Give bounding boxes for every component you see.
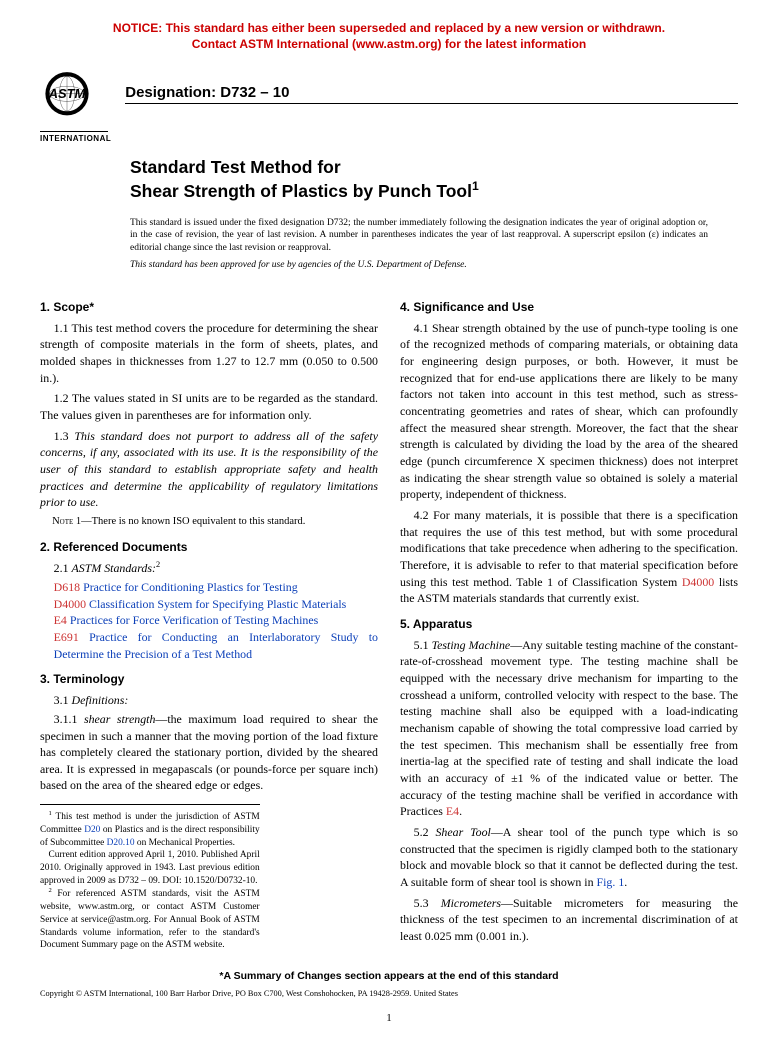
- app-1-link[interactable]: E4: [446, 804, 459, 818]
- sig-1: 4.1 Shear strength obtained by the use o…: [400, 320, 738, 503]
- app-2-body-b: .: [624, 875, 627, 889]
- supersession-notice: NOTICE: This standard has either been su…: [40, 20, 738, 52]
- note-1: Note 1—There is no known ISO equivalent …: [40, 515, 378, 530]
- document-page: NOTICE: This standard has either been su…: [0, 0, 778, 1054]
- header-row: ASTM INTERNATIONAL Designation: D732 – 1…: [40, 70, 738, 143]
- app-1: 5.1 Testing Machine—Any suitable testing…: [400, 637, 738, 820]
- app-1-term: Testing Machine: [432, 638, 511, 652]
- app-1-lead: 5.1: [414, 638, 432, 652]
- fn1-link-d20[interactable]: D20: [84, 825, 100, 835]
- ref-e691-code[interactable]: E691: [54, 630, 79, 644]
- ref-e691-text[interactable]: Practice for Conducting an Interlaborato…: [54, 630, 378, 661]
- scope-heading: 1. Scope*: [40, 299, 378, 316]
- ref-d618-text[interactable]: Practice for Conditioning Plastics for T…: [80, 580, 298, 594]
- footnote-1-cont: Current edition approved April 1, 2010. …: [40, 849, 260, 887]
- scope-2: 1.2 The values stated in SI units are to…: [40, 390, 378, 423]
- title-line-2: Shear Strength of Plastics by Punch Tool: [130, 181, 472, 201]
- app-2-lead: 5.2: [414, 825, 436, 839]
- term-sub-lead: 3.1: [54, 693, 72, 707]
- ref-e4-code[interactable]: E4: [54, 613, 67, 627]
- copyright-line: Copyright © ASTM International, 100 Barr…: [40, 989, 738, 998]
- app-2: 5.2 Shear Tool—A shear tool of the punch…: [400, 824, 738, 891]
- ref-d4000-code[interactable]: D4000: [54, 597, 86, 611]
- fn2-text: For referenced ASTM standards, visit the…: [40, 890, 260, 951]
- designation-underline: [125, 103, 738, 104]
- term-sub: Definitions:: [72, 693, 129, 707]
- app-3: 5.3 Micrometers—Suitable micrometers for…: [400, 895, 738, 945]
- ref-d4000: D4000 Classification System for Specifyi…: [40, 596, 378, 613]
- designation-label: Designation: D732 – 10: [125, 84, 738, 101]
- sig-2: 4.2 For many materials, it is possible t…: [400, 507, 738, 607]
- scope-3-body: This standard does not purport to addres…: [40, 429, 378, 510]
- scope-3-lead: 1.3: [54, 429, 75, 443]
- footnote-2: 2 For referenced ASTM standards, visit t…: [40, 887, 260, 952]
- title-block: Standard Test Method for Shear Strength …: [130, 157, 738, 203]
- sig-2-link[interactable]: D4000: [682, 575, 714, 589]
- astm-logo-icon: ASTM: [40, 70, 94, 124]
- ref-d618-code[interactable]: D618: [54, 580, 80, 594]
- app-3-term: Micrometers: [441, 896, 501, 910]
- standard-title: Standard Test Method for Shear Strength …: [130, 157, 738, 203]
- ref-e4: E4 Practices for Force Verification of T…: [40, 612, 378, 629]
- ref-e4-text[interactable]: Practices for Force Verification of Test…: [67, 613, 318, 627]
- terminology-heading: 3. Terminology: [40, 671, 378, 688]
- fn1-link-d2010[interactable]: D20.10: [107, 838, 135, 848]
- fn1-c: on Mechanical Properties.: [135, 838, 236, 848]
- logo-international-text: INTERNATIONAL: [40, 134, 111, 143]
- astm-logo-block: ASTM INTERNATIONAL: [40, 70, 111, 143]
- refs-sub: ASTM Standards:: [72, 561, 156, 575]
- page-number: 1: [40, 1012, 738, 1024]
- two-column-body: 1. Scope* 1.1 This test method covers th…: [40, 290, 738, 952]
- term-1-term: shear strength: [84, 712, 155, 726]
- refs-sup: 2: [156, 560, 160, 569]
- left-column: 1. Scope* 1.1 This test method covers th…: [40, 290, 378, 952]
- app-2-link[interactable]: Fig. 1: [597, 875, 625, 889]
- note-1-label: Note 1—: [52, 516, 92, 527]
- svg-text:ASTM: ASTM: [48, 86, 87, 101]
- scope-3: 1.3 This standard does not purport to ad…: [40, 428, 378, 511]
- ref-d4000-text[interactable]: Classification System for Specifying Pla…: [86, 597, 346, 611]
- apparatus-heading: 5. Apparatus: [400, 616, 738, 633]
- logo-underline: [40, 131, 108, 132]
- significance-heading: 4. Significance and Use: [400, 299, 738, 316]
- app-1-body-b: .: [459, 804, 462, 818]
- issuance-note: This standard is issued under the fixed …: [130, 217, 708, 254]
- title-line-1: Standard Test Method for: [130, 157, 341, 177]
- summary-of-changes-note: *A Summary of Changes section appears at…: [40, 970, 738, 982]
- approval-note: This standard has been approved for use …: [130, 260, 708, 270]
- notice-line-2: Contact ASTM International (www.astm.org…: [192, 37, 586, 51]
- app-2-term: Shear Tool: [435, 825, 490, 839]
- ref-e691: E691 Practice for Conducting an Interlab…: [40, 629, 378, 662]
- references-heading: 2. Referenced Documents: [40, 539, 378, 556]
- references-subheading: 2.1 ASTM Standards:2: [40, 559, 378, 577]
- terminology-subheading: 3.1 Definitions:: [40, 692, 378, 709]
- term-shear-strength: 3.1.1 shear strength—the maximum load re…: [40, 711, 378, 794]
- ref-d618: D618 Practice for Conditioning Plastics …: [40, 579, 378, 596]
- right-column: 4. Significance and Use 4.1 Shear streng…: [400, 290, 738, 952]
- title-footnote-ref: 1: [472, 179, 479, 193]
- scope-1: 1.1 This test method covers the procedur…: [40, 320, 378, 387]
- app-1-body-a: —Any suitable testing machine of the con…: [400, 638, 738, 819]
- footnotes-block: 1 This test method is under the jurisdic…: [40, 804, 260, 952]
- app-3-lead: 5.3: [414, 896, 441, 910]
- refs-sub-lead: 2.1: [54, 561, 72, 575]
- note-1-text: There is no known ISO equivalent to this…: [92, 516, 306, 527]
- footnote-1: 1 This test method is under the jurisdic…: [40, 810, 260, 849]
- notice-line-1: NOTICE: This standard has either been su…: [113, 21, 665, 35]
- term-1-lead: 3.1.1: [54, 712, 84, 726]
